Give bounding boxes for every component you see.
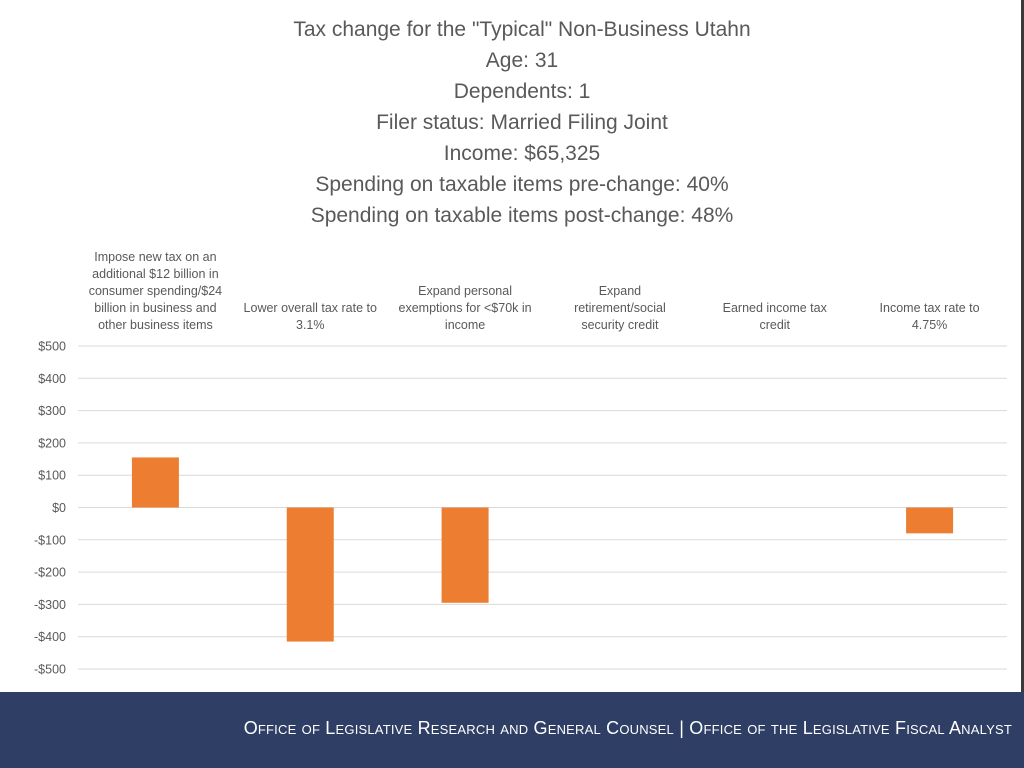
category-label: Expand (599, 284, 641, 298)
y-tick-label: -$500 (34, 663, 66, 677)
y-tick-label: -$200 (34, 566, 66, 580)
footer-banner: Office of Legislative Research and Gener… (0, 692, 1024, 768)
category-label: exemptions for <$70k in (399, 301, 532, 315)
y-tick-label: $300 (38, 404, 66, 418)
subtitle-income: Income: $65,325 (443, 142, 601, 165)
chart-title: Tax change for the "Typical" Non-Busines… (293, 18, 751, 41)
category-label: Impose new tax on an (94, 250, 216, 264)
gridlines (78, 345, 1007, 670)
bar (131, 457, 179, 508)
y-tick-label: $400 (38, 372, 66, 386)
y-tick-label: $200 (38, 436, 66, 450)
footer-separator: | (679, 718, 685, 738)
bar (906, 507, 954, 534)
category-label: consumer spending/$24 (89, 284, 222, 298)
subtitle-spending-pre: Spending on taxable items pre-change: 40… (315, 173, 729, 196)
y-tick-label: $0 (52, 501, 66, 515)
bar-chart: $500 $400 $300 $200 $100 $0 -$100 -$200 -$300 -$4… (34, 250, 1007, 677)
category-label: 3.1% (296, 318, 325, 332)
y-tick-label: -$300 (34, 598, 66, 612)
category-label: security credit (581, 318, 659, 332)
category-label: additional $12 billion in (92, 267, 219, 281)
y-tick-label: $100 (38, 469, 66, 483)
bar (441, 507, 489, 603)
subtitle-spending-post: Spending on taxable items post-change: 4… (310, 204, 734, 227)
y-tick-label: -$400 (34, 630, 66, 644)
footer-office-research: Office of Legislative Research and Gener… (243, 718, 674, 738)
footer-text: Office of Legislative Research and Gener… (244, 718, 1012, 739)
category-label: Earned income tax (723, 301, 828, 315)
slide-border (1021, 0, 1024, 692)
subtitle-dependents: Dependents: 1 (453, 80, 591, 103)
category-label: other business items (98, 318, 213, 332)
category-label: income (445, 318, 485, 332)
category-labels: Impose new tax on an additional $12 billi… (89, 250, 980, 332)
category-label: 4.75% (912, 318, 947, 332)
bar (286, 507, 334, 642)
category-label: credit (759, 318, 790, 332)
category-label: billion in business and (94, 301, 216, 315)
category-label: Expand personal (418, 284, 512, 298)
category-label: Income tax rate to (880, 301, 980, 315)
category-label: retirement/social (574, 301, 666, 315)
chart-title-block: Tax change for the "Typical" Non-Busines… (0, 14, 1024, 231)
subtitle-age: Age: 31 (485, 49, 559, 72)
y-tick-label: -$100 (34, 533, 66, 547)
y-axis-ticks: $500 $400 $300 $200 $100 $0 -$100 -$200 -$300 -$4… (34, 340, 66, 677)
category-label: Lower overall tax rate to (244, 301, 377, 315)
bars (131, 457, 954, 642)
subtitle-filer-status: Filer status: Married Filing Joint (376, 111, 668, 134)
y-tick-label: $500 (38, 340, 66, 354)
footer-office-fiscal: Office of the Legislative Fiscal Analyst (689, 718, 1012, 738)
